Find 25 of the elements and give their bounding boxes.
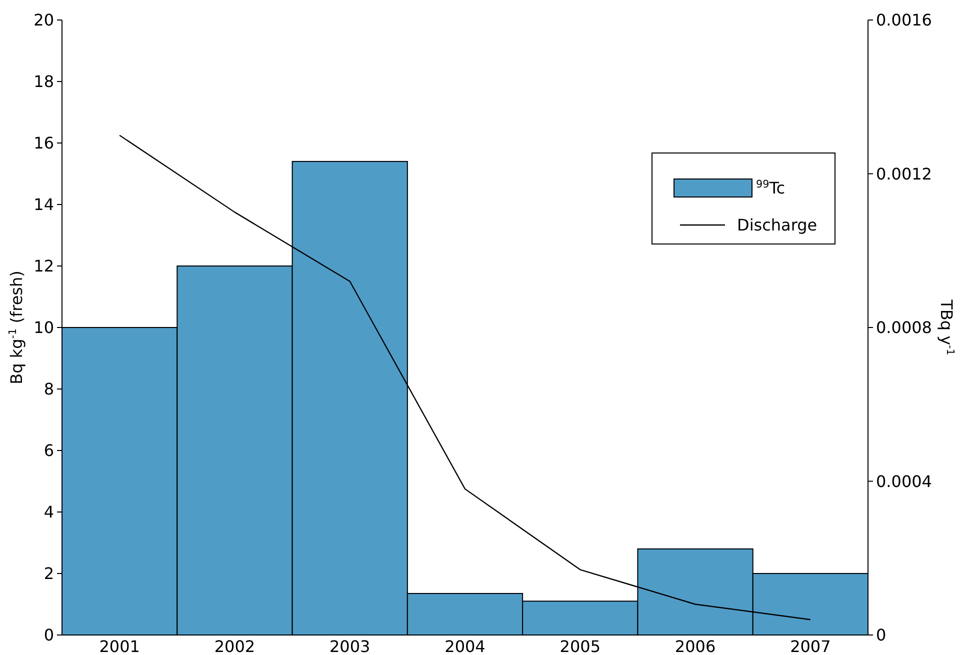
x-tick-label: 2004 bbox=[444, 637, 486, 655]
y2-tick-label: 0.0004 bbox=[876, 472, 932, 491]
x-tick-label: 2007 bbox=[790, 637, 831, 655]
y-tick-label: 16 bbox=[34, 134, 54, 153]
x-tick-label: 2005 bbox=[560, 637, 600, 655]
y-tick-label: 20 bbox=[34, 10, 54, 30]
legend-label: $^{99}$Tc bbox=[756, 178, 786, 198]
y-tick-label: 12 bbox=[34, 256, 54, 276]
x-tick-label: 2001 bbox=[99, 637, 140, 655]
x-tick-label: 2003 bbox=[330, 637, 370, 655]
y-tick-label: 8 bbox=[44, 380, 54, 399]
y-tick-label: 2 bbox=[44, 564, 54, 584]
y-tick-label: 18 bbox=[34, 72, 54, 92]
y-tick-label: 14 bbox=[34, 195, 54, 214]
x-tick-label: 2002 bbox=[214, 637, 256, 655]
y-tick-label: 4 bbox=[44, 502, 54, 522]
y2-tick-label: 0.0012 bbox=[876, 164, 932, 184]
y2-tick-label: 0.0008 bbox=[876, 318, 932, 338]
y2-tick-label: 0 bbox=[876, 626, 886, 645]
y2-tick-label: 0.0016 bbox=[876, 10, 932, 30]
y-tick-label: 6 bbox=[44, 441, 54, 460]
y-tick-label: 0 bbox=[44, 626, 54, 645]
legend-label: Discharge bbox=[737, 216, 818, 235]
y-tick-label: 10 bbox=[34, 318, 54, 338]
x-tick-label: 2006 bbox=[674, 637, 716, 655]
